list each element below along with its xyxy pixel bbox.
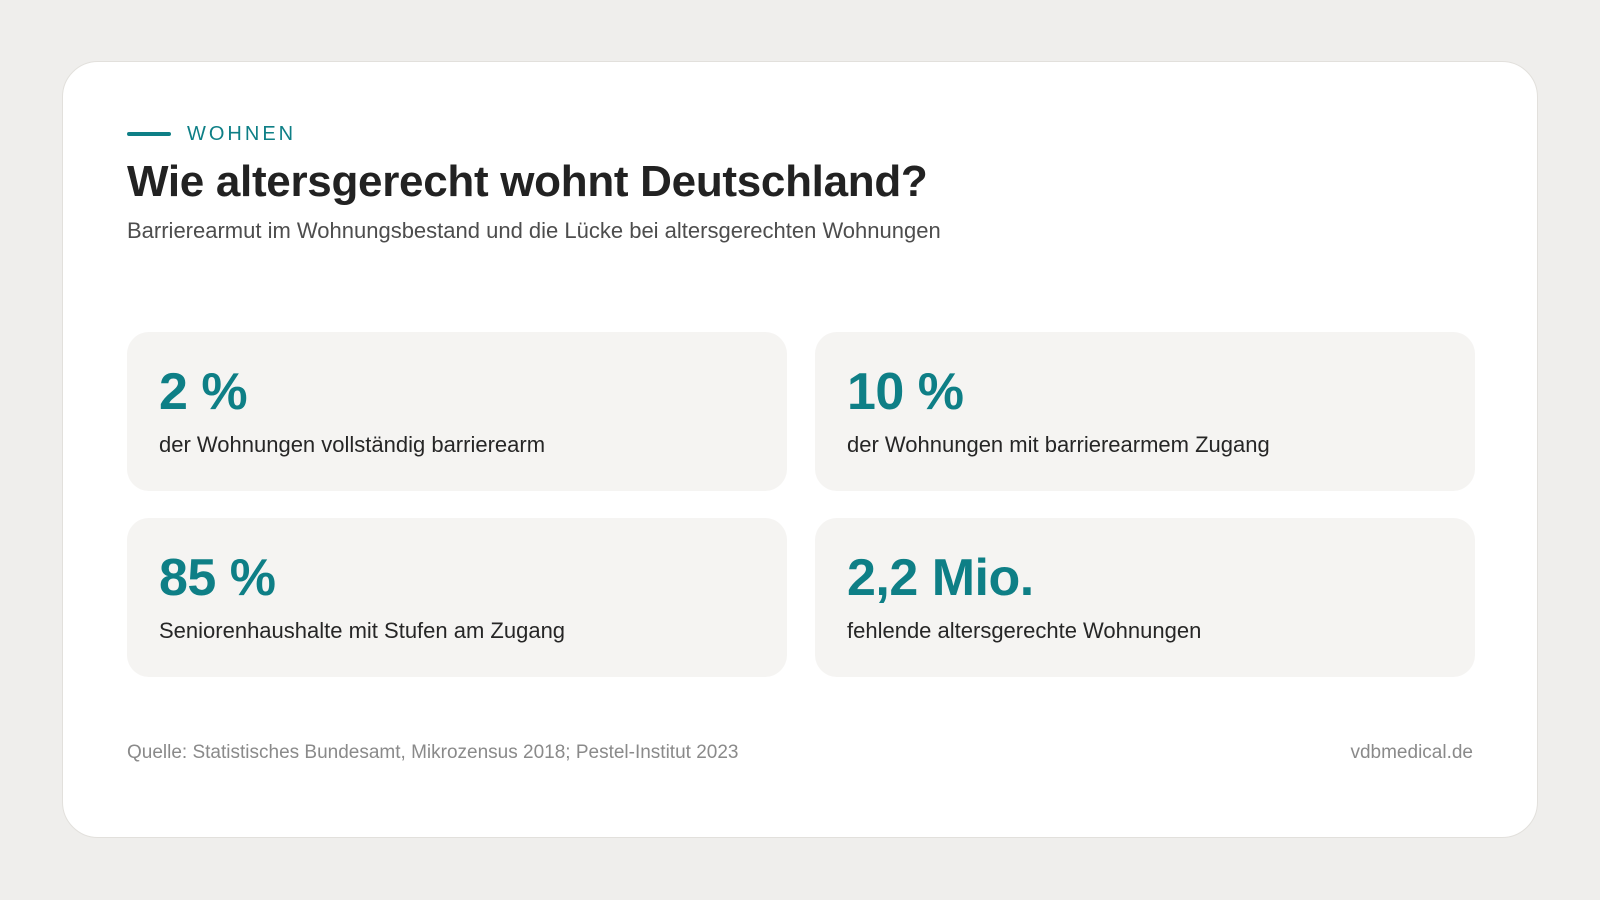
stat-card-fully-accessible: 2 % der Wohnungen vollständig barrierear… [127,332,787,491]
stat-card-missing-apartments: 2,2 Mio. fehlende altersgerechte Wohnung… [815,518,1475,677]
stat-label: fehlende altersgerechte Wohnungen [847,618,1202,643]
stat-label: der Wohnungen vollständig barrierearm [159,432,546,457]
stat-label: der Wohnungen mit barrierearmem Zugang [847,432,1270,457]
stat-label: Seniorenhaushalte mit Stufen am Zugang [159,618,566,643]
source-note: Quelle: Statistisches Bundesamt, Mikroze… [127,742,739,763]
stat-value: 10 % [847,363,964,421]
page-title: Wie altersgerecht wohnt Deutschland? [127,157,928,206]
site-name: vdbmedical.de [1350,742,1473,763]
page-subtitle: Barrierearmut im Wohnungsbestand und die… [127,218,941,243]
stat-card-senior-steps: 85 % Seniorenhaushalte mit Stufen am Zug… [127,518,787,677]
eyebrow-accent-line [127,132,171,136]
stat-value: 2 % [159,363,248,421]
stat-value: 85 % [159,549,276,607]
eyebrow: WOHNEN [127,120,296,148]
eyebrow-label: WOHNEN [187,122,297,145]
stats-grid: 2 % der Wohnungen vollständig barrierear… [127,332,1475,677]
infographic-card: WOHNEN Wie altersgerecht wohnt Deutschla… [62,61,1538,838]
stat-card-accessible-entrance: 10 % der Wohnungen mit barrierearmem Zug… [815,332,1475,491]
stat-value: 2,2 Mio. [847,549,1034,607]
